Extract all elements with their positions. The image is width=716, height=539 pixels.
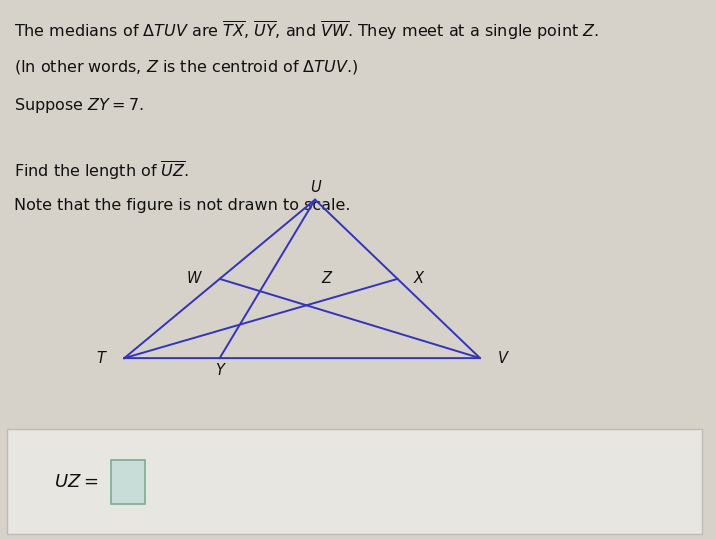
- Text: Z: Z: [321, 271, 332, 286]
- FancyBboxPatch shape: [7, 429, 702, 534]
- Text: $UZ =$: $UZ =$: [54, 473, 98, 492]
- Text: T: T: [97, 350, 105, 365]
- Text: Note that the figure is not drawn to scale.: Note that the figure is not drawn to sca…: [14, 198, 351, 213]
- Text: The medians of $\Delta TUV$ are $\overline{TX}$, $\overline{UY}$, and $\overline: The medians of $\Delta TUV$ are $\overli…: [14, 19, 599, 42]
- Text: (In other words, $Z$ is the centroid of $\Delta TUV$.): (In other words, $Z$ is the centroid of …: [14, 58, 359, 75]
- Text: W: W: [187, 271, 201, 286]
- Text: Y: Y: [216, 363, 224, 378]
- Text: X: X: [413, 271, 423, 286]
- FancyBboxPatch shape: [111, 460, 145, 504]
- Text: Suppose $ZY = 7$.: Suppose $ZY = 7$.: [14, 96, 144, 115]
- Text: U: U: [309, 179, 321, 195]
- Text: V: V: [498, 350, 508, 365]
- Text: Find the length of $\overline{UZ}$.: Find the length of $\overline{UZ}$.: [14, 160, 189, 183]
